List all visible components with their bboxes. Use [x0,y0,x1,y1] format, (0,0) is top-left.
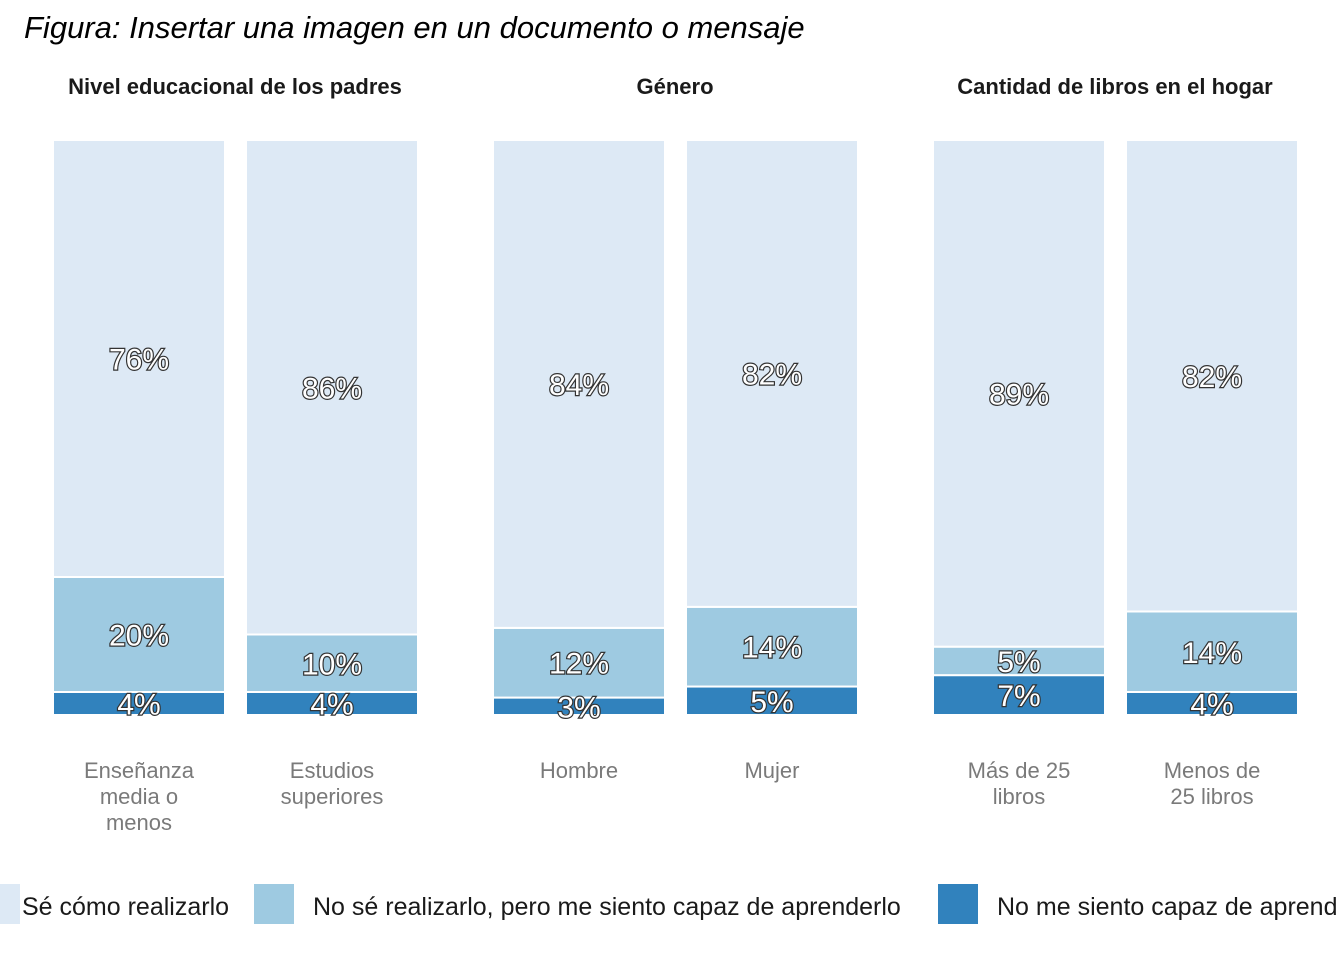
value-label-estudios-superiores-no-se-realizarlo-pero-me-siento-capaz-de-aprenderlo: 10% [302,648,362,681]
bar-segment-mas-de-25-libros-no-me-siento-capaz-de-aprenderlo [932,674,1106,716]
value-label-mujer-no-me-siento-capaz-de-aprenderlo: 5% [750,686,793,719]
legend-label-se-como-realizarlo: Sé cómo realizarlo [22,893,229,921]
legend-label-no-me-siento-capaz-de-aprenderlo: No me siento capaz de aprend [997,893,1338,921]
bar-segment-estudios-superiores-se-como-realizarlo [245,139,419,636]
category-label-ensenanza-media-o-menos-line-3: menos [106,810,172,835]
bar-segment-mujer-no-me-siento-capaz-de-aprenderlo [685,685,859,717]
value-label-menos-de-25-libros-no-se-realizarlo-pero-me-siento-capaz-de-aprenderlo: 14% [1182,637,1242,670]
value-label-menos-de-25-libros-no-me-siento-capaz-de-aprenderlo: 4% [1190,689,1233,722]
value-label-mas-de-25-libros-no-se-realizarlo-pero-me-siento-capaz-de-aprenderlo: 5% [997,646,1040,679]
bar-segment-mujer-no-se-realizarlo-pero-me-siento-capaz-de-aprenderlo [685,605,859,688]
value-label-hombre-no-me-siento-capaz-de-aprenderlo: 3% [557,691,600,724]
bar-segment-mas-de-25-libros-se-como-realizarlo [932,139,1106,648]
category-label-menos-de-25-libros-line-2: 25 libros [1170,784,1253,809]
category-label-ensenanza-media-o-menos-line-1: Enseñanza [84,758,195,783]
panel-title-genero: Género [636,74,714,99]
bar-segment-ensenanza-media-o-menos-no-se-realizarlo-pero-me-siento-capaz-de-aprenderlo [52,576,226,693]
category-label-estudios-superiores-line-2: superiores [281,784,384,809]
bar-segment-ensenanza-media-o-menos-se-como-realizarlo [52,139,226,578]
category-label-hombre-line-1: Hombre [540,758,618,783]
bar-segment-menos-de-25-libros-no-se-realizarlo-pero-me-siento-capaz-de-aprenderlo [1125,610,1299,693]
legend-swatch-se-como-realizarlo [0,884,20,924]
panel-title-nivel-educacional: Nivel educacional de los padres [68,74,402,99]
value-label-menos-de-25-libros-se-como-realizarlo: 82% [1182,361,1242,394]
legend-label-no-se-realizarlo-pero-me-siento-capaz-de-aprenderlo: No sé realizarlo, pero me siento capaz d… [313,893,901,921]
value-label-estudios-superiores-no-me-siento-capaz-de-aprenderlo: 4% [310,689,353,722]
value-label-estudios-superiores-se-como-realizarlo: 86% [302,372,362,405]
value-label-ensenanza-media-o-menos-no-me-siento-capaz-de-aprenderlo: 4% [117,689,160,722]
bar-segment-hombre-se-como-realizarlo [492,139,666,629]
legend-swatch-no-se-realizarlo-pero-me-siento-capaz-de-aprenderlo [254,884,294,924]
bar-segment-mujer-se-como-realizarlo [685,139,859,608]
value-label-ensenanza-media-o-menos-se-como-realizarlo: 76% [109,344,169,377]
category-label-mas-de-25-libros-line-2: libros [993,784,1046,809]
bar-segment-menos-de-25-libros-se-como-realizarlo [1125,139,1299,613]
value-label-ensenanza-media-o-menos-no-se-realizarlo-pero-me-siento-capaz-de-aprenderlo: 20% [109,620,169,653]
bar-segment-hombre-no-se-realizarlo-pero-me-siento-capaz-de-aprenderlo [492,626,666,699]
legend-swatch-no-me-siento-capaz-de-aprenderlo [938,884,978,924]
value-label-mujer-no-se-realizarlo-pero-me-siento-capaz-de-aprenderlo: 14% [742,632,802,665]
category-label-menos-de-25-libros-line-1: Menos de [1164,758,1261,783]
value-label-hombre-se-como-realizarlo: 84% [549,369,609,402]
panel-title-libros: Cantidad de libros en el hogar [957,74,1273,99]
category-label-mujer-line-1: Mujer [744,758,799,783]
category-label-ensenanza-media-o-menos-line-2: media o [100,784,178,809]
value-label-hombre-no-se-realizarlo-pero-me-siento-capaz-de-aprenderlo: 12% [549,648,609,681]
value-label-mas-de-25-libros-se-como-realizarlo: 89% [989,378,1049,411]
value-label-mujer-se-como-realizarlo: 82% [742,358,802,391]
category-label-mas-de-25-libros-line-1: Más de 25 [968,758,1071,783]
value-label-mas-de-25-libros-no-me-siento-capaz-de-aprenderlo: 7% [997,680,1040,713]
category-label-estudios-superiores-line-1: Estudios [290,758,374,783]
figure-title: Figura: Insertar una imagen en un docume… [24,10,805,45]
